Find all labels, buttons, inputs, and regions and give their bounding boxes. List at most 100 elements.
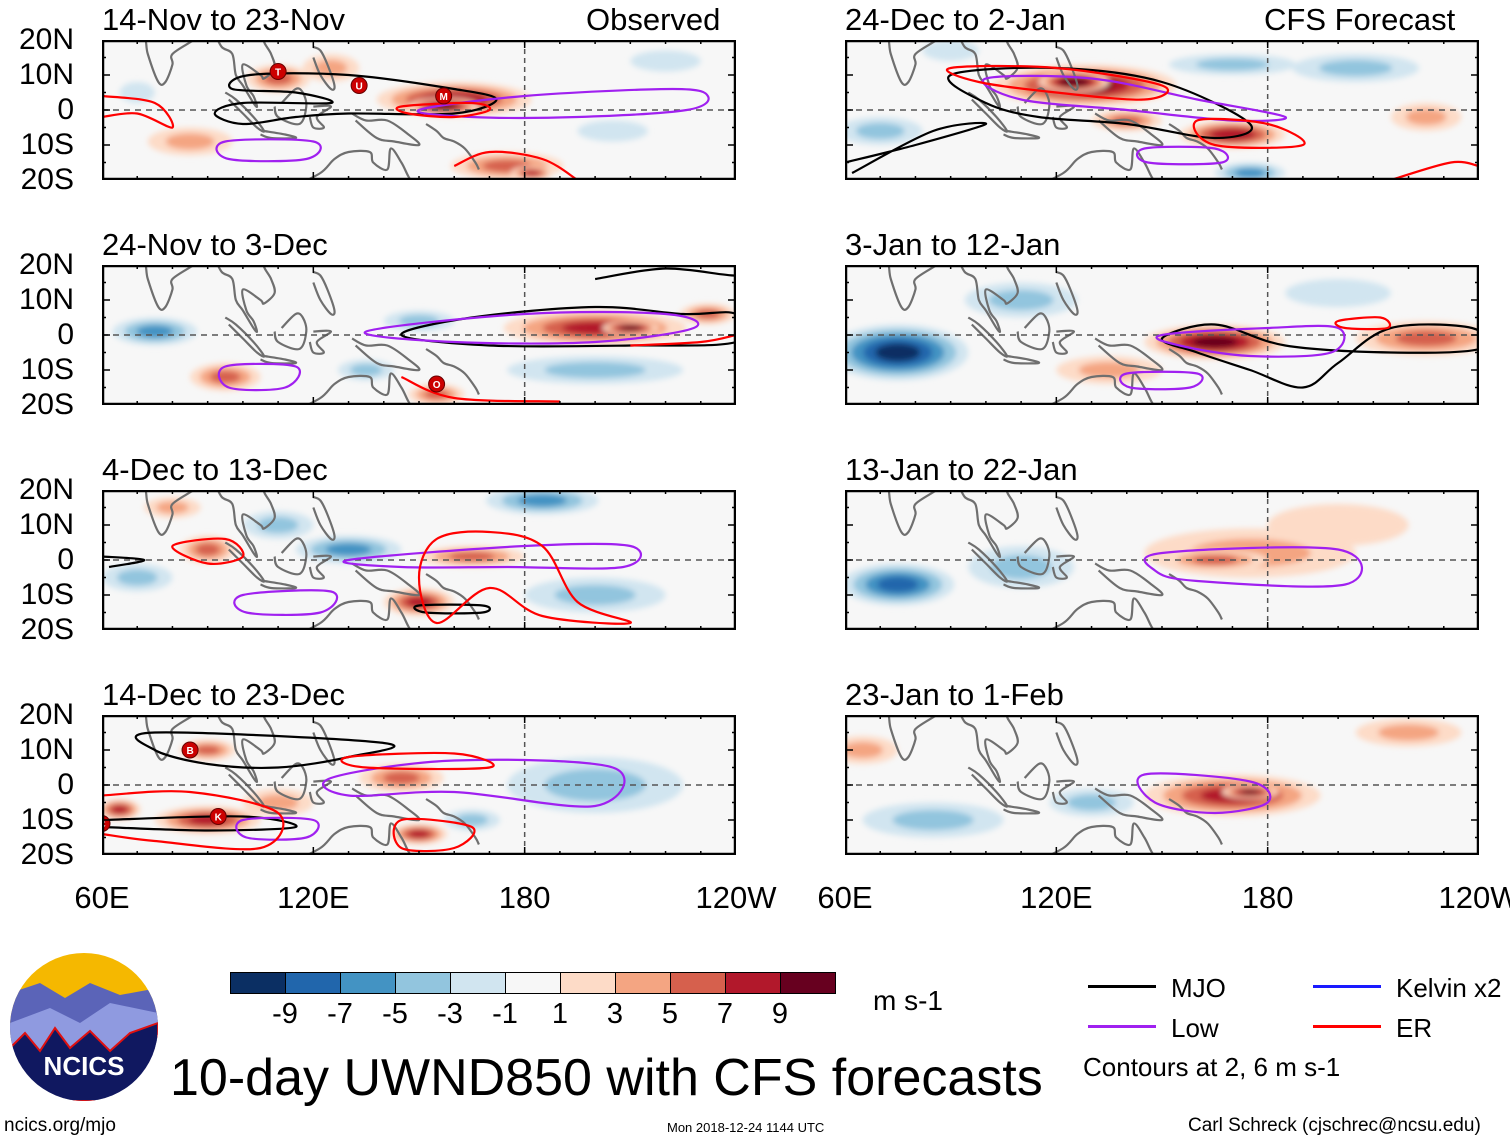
coastline <box>959 265 1019 334</box>
lat-tick-label: 20S <box>20 613 74 646</box>
forecast-label: CFS Forecast <box>1264 2 1456 37</box>
footer-url[interactable]: ncics.org/mjo <box>4 1115 116 1136</box>
coastline <box>304 822 412 855</box>
mjo-contour <box>102 815 298 832</box>
anomaly-shading <box>1405 108 1447 126</box>
logo-text: NCICS <box>44 1051 125 1081</box>
anomaly-shading <box>875 343 921 362</box>
anomaly-shading <box>156 501 189 514</box>
colorbar-tick-label: -5 <box>382 998 408 1030</box>
coastline <box>1168 798 1223 845</box>
anomaly-shading <box>877 576 919 593</box>
coastline <box>1055 495 1079 541</box>
coastline <box>216 40 276 109</box>
low-contour <box>342 542 642 570</box>
coastline <box>1016 312 1051 351</box>
low-contour <box>1136 772 1272 815</box>
colorbar-tick-label: 9 <box>771 998 789 1030</box>
colorbar-swatch <box>505 972 561 994</box>
mjo-contour <box>1160 323 1479 389</box>
map-panel <box>845 715 1479 855</box>
colorbar-tick-label: -3 <box>437 998 463 1030</box>
lat-tick-label: 20S <box>20 388 74 421</box>
er-contour <box>946 64 1170 101</box>
low-contour <box>1143 546 1364 588</box>
anomaly-shading <box>165 133 215 150</box>
lat-tick-label: 10N <box>18 283 74 316</box>
panel-title: 3-Jan to 12-Jan <box>845 227 1061 262</box>
low-contour <box>217 362 301 392</box>
lon-tick-label: 120W <box>1438 880 1510 915</box>
mjo-contour <box>400 305 736 348</box>
coastline <box>1003 129 1041 140</box>
wind-anomaly-field <box>112 303 736 405</box>
colorbar-swatch <box>285 972 341 994</box>
figure-title: 10-day UWND850 with CFS forecasts <box>170 1049 1043 1107</box>
colorbar-swatch <box>780 972 836 994</box>
coastline <box>216 490 276 559</box>
coastline <box>304 147 412 180</box>
low-contour <box>322 758 626 808</box>
low-contour <box>1136 145 1230 166</box>
colorbar-swatch <box>340 972 396 994</box>
anomaly-shading <box>988 289 1054 311</box>
cyclone-label: O <box>433 380 441 391</box>
lat-tick-label: 10S <box>20 803 74 836</box>
anomaly-shading <box>1067 794 1116 811</box>
coastline <box>1016 537 1051 576</box>
anomaly-shading <box>195 543 220 556</box>
mjo-contour <box>845 121 987 174</box>
footer-author: Carl Schreck (cjschrec@ncsu.edu) <box>1188 1115 1481 1136</box>
coastline <box>967 541 1009 583</box>
coastline <box>308 554 333 580</box>
tropical-cyclone-marker: M <box>435 87 453 105</box>
footer-timestamp: Mon 2018-12-24 1144 UTC <box>667 1120 825 1135</box>
low-contour <box>416 87 710 119</box>
er-contour <box>171 537 245 565</box>
coastline <box>312 495 336 541</box>
panel-title: 4-Dec to 13-Dec <box>102 452 328 487</box>
coastline <box>1016 87 1051 126</box>
coastline <box>351 562 421 597</box>
panel-title: 14-Dec to 23-Dec <box>102 677 345 712</box>
panel-title: 23-Jan to 1-Feb <box>845 677 1064 712</box>
coastline <box>224 541 266 583</box>
map-panel: T U M <box>102 40 736 180</box>
cyclone-label: M <box>439 92 447 103</box>
colorbar-tick-label: 7 <box>716 998 734 1030</box>
anomaly-shading <box>349 363 383 377</box>
er-contour <box>630 333 736 347</box>
er-contour <box>400 375 560 403</box>
ncics-logo: NCICS <box>10 953 158 1101</box>
lon-tick-label: 120E <box>1020 880 1093 915</box>
lon-tick-label: 180 <box>1241 880 1294 915</box>
anomaly-shading <box>1241 789 1260 795</box>
tropical-cyclone-marker: U <box>350 77 368 94</box>
tropical-cyclone-marker: B <box>181 741 199 759</box>
coastline <box>1047 822 1155 855</box>
panel-title: 24-Dec to 2-Jan <box>845 2 1066 37</box>
lat-tick-label: 20N <box>18 473 74 506</box>
er-contour <box>1390 160 1479 180</box>
coastline <box>967 766 1009 808</box>
anomaly-shading <box>1267 504 1409 546</box>
coastline <box>1055 45 1079 91</box>
coastline <box>260 129 298 140</box>
mjo-contour <box>413 603 491 615</box>
coastline <box>1168 348 1223 395</box>
anomaly-shading <box>577 120 648 142</box>
coastline <box>1047 147 1155 180</box>
coastline <box>1055 720 1079 766</box>
anomaly-shading <box>845 741 883 759</box>
lat-tick-label: 10N <box>18 508 74 541</box>
lat-tick-label: 0 <box>57 93 74 126</box>
lat-tick-label: 10S <box>20 353 74 386</box>
er-contour <box>417 530 632 625</box>
coastline <box>260 804 298 815</box>
observed-label: Observed <box>586 2 721 37</box>
er-contour <box>392 817 476 853</box>
coastline <box>1051 329 1076 355</box>
tropical-cyclone-marker: O <box>428 375 446 393</box>
low-contour <box>235 816 320 841</box>
coastline <box>273 312 308 351</box>
